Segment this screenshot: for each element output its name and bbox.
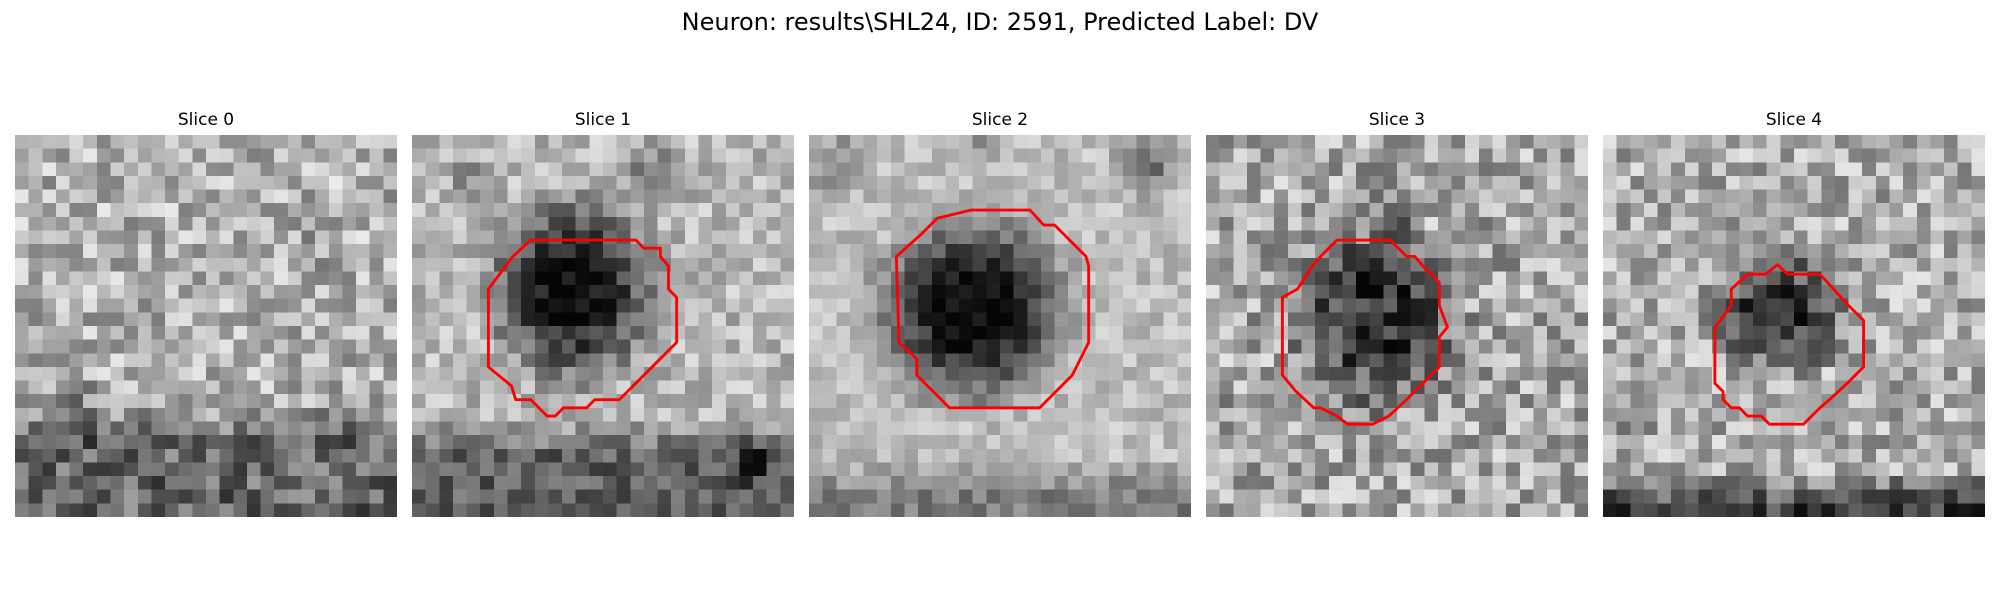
panel-slice-0: Slice 0	[15, 108, 397, 517]
panel-slice-1: Slice 1	[412, 108, 794, 517]
slice-image	[1603, 135, 1985, 517]
panel-slice-4: Slice 4	[1603, 108, 1985, 517]
panel-slice-3: Slice 3	[1206, 108, 1588, 517]
slice-image	[1206, 135, 1588, 517]
figure-title: Neuron: results\SHL24, ID: 2591, Predict…	[681, 8, 1319, 36]
segmentation-contour	[894, 208, 1091, 410]
segmentation-contour	[1713, 263, 1866, 426]
slice-title: Slice 1	[574, 110, 632, 130]
slice-title: Slice 2	[971, 110, 1029, 130]
segmentation-contour	[486, 238, 679, 418]
segmentation-contour	[1280, 238, 1449, 426]
slice-image	[809, 135, 1191, 517]
slice-title: Slice 0	[177, 110, 235, 130]
slice-image	[15, 135, 397, 517]
slice-image	[412, 135, 794, 517]
slice-title: Slice 4	[1765, 110, 1823, 130]
slice-title: Slice 3	[1368, 110, 1426, 130]
panel-slice-2: Slice 2	[809, 108, 1191, 517]
